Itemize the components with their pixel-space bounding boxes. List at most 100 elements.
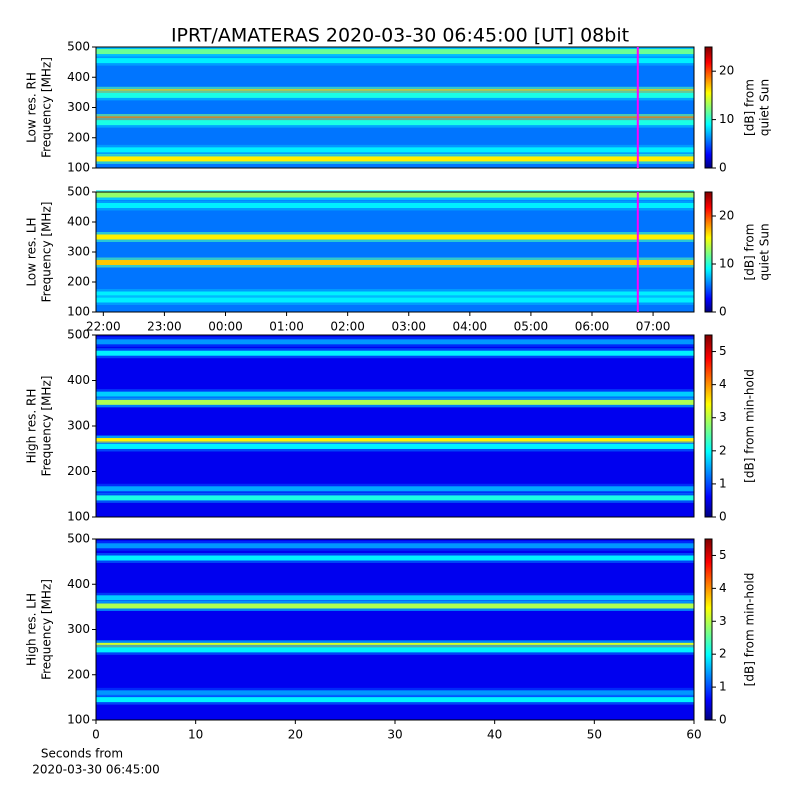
y-axis-label: Frequency [MHz] <box>40 202 54 303</box>
y-tick-label: 300 <box>67 622 90 636</box>
y-axis-label: Frequency [MHz] <box>40 376 54 477</box>
x-tick-label: 60 <box>686 728 701 742</box>
x-tick-label: 22:00 <box>86 320 121 334</box>
x-tick-label: 01:00 <box>269 320 304 334</box>
band <box>96 486 694 492</box>
colorbar-tick-label: 0 <box>719 161 727 175</box>
colorbar <box>704 46 713 169</box>
x-tick-label: 03:00 <box>391 320 426 334</box>
colorbar-tick-label: 5 <box>719 344 727 358</box>
y-tick-label: 100 <box>67 161 90 175</box>
band <box>96 555 694 561</box>
colorbar-tick-label: 2 <box>719 443 727 457</box>
y-tick-label: 200 <box>67 667 90 681</box>
band <box>96 350 694 356</box>
band <box>96 443 694 449</box>
band <box>96 147 694 153</box>
band <box>96 603 694 609</box>
y-tick-label: 500 <box>67 328 90 342</box>
band <box>96 543 694 549</box>
x-tick-label: 00:00 <box>208 320 243 334</box>
y-tick-label: 400 <box>67 215 90 229</box>
x-tick-label: 04:00 <box>453 320 488 334</box>
band <box>96 595 694 601</box>
y-tick-label: 400 <box>67 70 90 84</box>
y-tick-label: 200 <box>67 275 90 289</box>
band <box>96 495 694 501</box>
band <box>96 120 694 126</box>
colorbar <box>704 334 713 518</box>
colorbar-tick-label: 1 <box>719 476 727 490</box>
y-axis-label: Low res. LH <box>25 217 39 286</box>
y-axis-label: High res. LH <box>25 593 39 666</box>
colorbar-tick-label: 1 <box>719 680 727 694</box>
y-tick-label: 100 <box>67 305 90 319</box>
band <box>96 647 694 653</box>
colorbar-tick-label: 10 <box>719 112 734 126</box>
y-tick-label: 500 <box>67 40 90 54</box>
band <box>96 297 694 303</box>
x-tick-label: 07:00 <box>636 320 671 334</box>
band <box>96 260 694 265</box>
colorbar-tick-label: 3 <box>719 410 727 424</box>
x-tick-label: 50 <box>587 728 602 742</box>
x-tick-label: 10 <box>188 728 203 742</box>
colorbar-tick-label: 20 <box>719 209 734 223</box>
chart-title: IPRT/AMATERAS 2020-03-30 06:45:00 [UT] 0… <box>171 25 629 47</box>
y-axis-label: High res. RH <box>25 389 39 464</box>
y-tick-label: 300 <box>67 419 90 433</box>
colorbar-tick-label: 2 <box>719 647 727 661</box>
y-tick-label: 200 <box>67 130 90 144</box>
band <box>96 391 694 397</box>
band <box>96 690 694 696</box>
x-tick-label: 0 <box>92 728 100 742</box>
colorbar-tick-label: 0 <box>719 713 727 727</box>
x-tick-label: 23:00 <box>147 320 182 334</box>
band <box>96 234 694 240</box>
colorbar-label: quiet Sun <box>758 223 772 280</box>
band <box>96 92 694 98</box>
colorbar-label: quiet Sun <box>758 79 772 136</box>
colorbar-tick-label: 4 <box>719 581 727 595</box>
colorbar-tick-label: 0 <box>719 305 727 319</box>
y-tick-label: 300 <box>67 245 90 259</box>
x-tick-label: 06:00 <box>575 320 610 334</box>
colorbar <box>704 538 713 721</box>
x-axis-label: Seconds from <box>41 747 123 761</box>
colorbar-tick-label: 20 <box>719 64 734 78</box>
y-tick-label: 400 <box>67 373 90 387</box>
colorbar-label: [dB] from min-hold <box>743 573 757 687</box>
colorbar-tick-label: 10 <box>719 257 734 271</box>
colorbar <box>704 191 713 313</box>
x-axis-label: 2020-03-30 06:45:00 <box>32 763 159 777</box>
y-tick-label: 500 <box>67 185 90 199</box>
band <box>96 291 694 297</box>
x-tick-label: 20 <box>288 728 303 742</box>
band <box>96 58 694 64</box>
y-axis-label: Frequency [MHz] <box>40 579 54 680</box>
band <box>96 156 694 162</box>
x-tick-label: 30 <box>387 728 402 742</box>
y-axis-label: Frequency [MHz] <box>40 57 54 158</box>
colorbar-label: [dB] from <box>743 79 757 136</box>
colorbar-label: [dB] from <box>743 224 757 281</box>
colorbar-label: [dB] from min-hold <box>743 369 757 483</box>
y-tick-label: 300 <box>67 100 90 114</box>
y-tick-label: 200 <box>67 464 90 478</box>
band <box>96 399 694 405</box>
band <box>96 438 694 444</box>
colorbar-tick-label: 0 <box>719 510 727 524</box>
band <box>96 192 694 198</box>
y-tick-label: 400 <box>67 577 90 591</box>
band <box>96 339 694 345</box>
y-tick-label: 500 <box>67 532 90 546</box>
x-tick-label: 40 <box>487 728 502 742</box>
colorbar-tick-label: 4 <box>719 377 727 391</box>
band <box>96 49 694 55</box>
y-tick-label: 100 <box>67 510 90 524</box>
colorbar-tick-label: 3 <box>719 614 727 628</box>
band <box>96 203 694 208</box>
colorbar-tick-label: 5 <box>719 548 727 562</box>
x-tick-label: 02:00 <box>330 320 365 334</box>
